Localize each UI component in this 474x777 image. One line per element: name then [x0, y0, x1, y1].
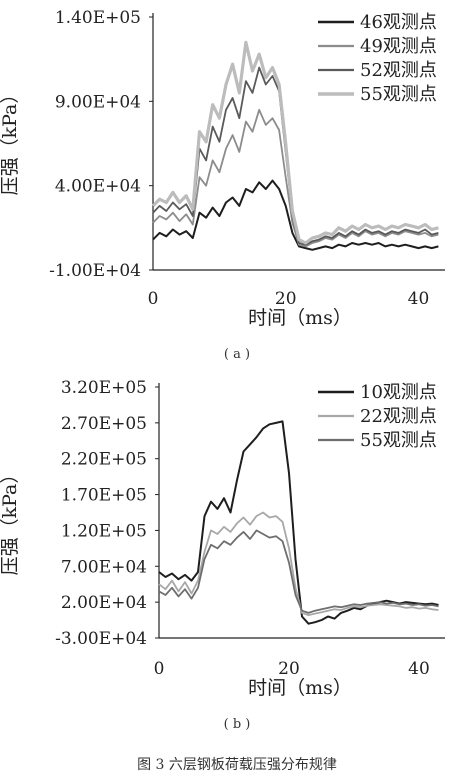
panel-a-series-line-1 — [152, 179, 439, 251]
panel-b-y-tick-label: 2.20E+05 — [61, 450, 147, 470]
panel-a-series-line-2 — [152, 108, 439, 248]
panel-a-label: ( a ) — [224, 347, 250, 362]
figure-caption: 图 3 六层钢板荷载压强分布规律 — [137, 757, 337, 773]
panel-a-legend: 46观测点 49观测点 52观测点 55观测点 — [318, 12, 437, 105]
panel-a-y-tick-label: 4.00E+04 — [55, 177, 141, 197]
panel-a-y-axis-label: 压强（kPa） — [0, 85, 21, 196]
panel-b-y-axis-label: 压强（kPa） — [0, 465, 21, 576]
panel-b: 压强（kPa） 时间（ms） ( b ) 3.20E+05 2.70E+05 2.2… — [0, 378, 445, 732]
panel-b-xlabel: 时间（ms） — [248, 677, 352, 699]
panel-b-y-tick-label: 2.00E+04 — [61, 593, 147, 613]
panel-b-series-line-3 — [158, 529, 439, 614]
panel-b-x-tick-label: 0 — [154, 659, 165, 679]
panel-a-legend-label: 52观测点 — [360, 60, 437, 81]
panel-b-y-tick-label: 7.00E+04 — [61, 557, 147, 577]
panel-a-y-tick-label: 1.40E+05 — [55, 8, 141, 28]
panel-a-xlabel: 时间（ms） — [248, 307, 352, 329]
panel-b-label: ( b ) — [224, 717, 251, 732]
panel-a-legend-label: 46观测点 — [360, 12, 437, 33]
panel-b-legend-label: 10观测点 — [360, 382, 437, 403]
panel-b-y-tick-label: 3.20E+05 — [61, 378, 147, 398]
panel-a-x-tick-label: 20 — [275, 289, 297, 309]
panel-b-y-tick-label: 1.70E+05 — [61, 486, 147, 506]
panel-a-series-line-4 — [151, 40, 439, 245]
panel-b-ylabel: 压强（kPa） — [0, 465, 21, 576]
panel-a: 压强（kPa） 时间（ms） ( a ) 1.40E+05 9.00E+04 4.0… — [0, 8, 445, 362]
panel-b-series-line-2 — [158, 511, 439, 616]
panel-a-x-tick-label: 40 — [408, 289, 430, 309]
panel-b-y-tick-label: 2.70E+05 — [61, 414, 147, 434]
panel-a-ylabel: 压强（kPa） — [0, 85, 21, 196]
panel-b-series-line-1 — [158, 420, 439, 625]
panel-b-legend-label: 55观测点 — [360, 430, 437, 451]
panel-b-y-tick-label: 1.20E+05 — [61, 521, 147, 541]
panel-b-y-tick-label: -3.00E+04 — [55, 629, 147, 649]
panel-b-legend: 10观测点 22观测点 55观测点 — [318, 382, 437, 451]
panel-a-x-tick-label: 0 — [148, 289, 159, 309]
panel-b-legend-label: 22观测点 — [360, 406, 437, 427]
panel-a-legend-label: 49观测点 — [360, 36, 437, 57]
panel-a-y-tick-label: 9.00E+04 — [55, 92, 141, 112]
panel-a-y-tick-label: -1.00E+04 — [49, 261, 141, 281]
panel-a-legend-label: 55观测点 — [360, 84, 437, 105]
panel-b-x-tick-label: 20 — [278, 659, 300, 679]
panel-b-x-tick-label: 40 — [408, 659, 430, 679]
